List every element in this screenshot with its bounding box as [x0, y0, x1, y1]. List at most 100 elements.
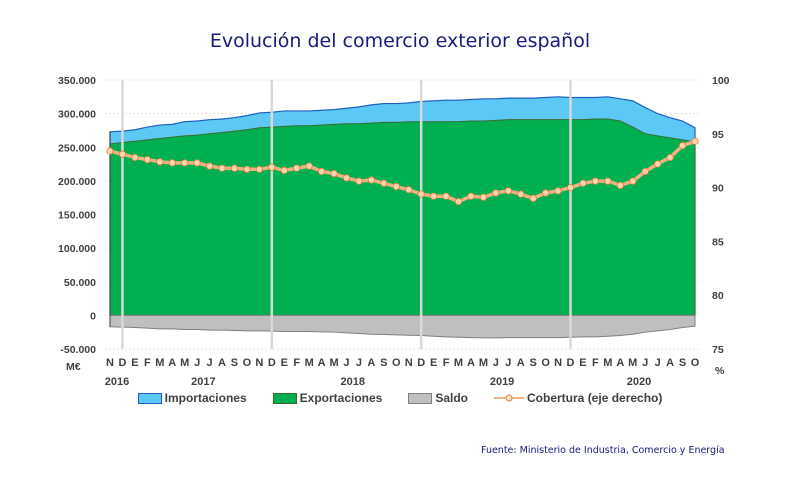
x-axis-month-label: J	[505, 357, 511, 369]
x-axis-month-label: E	[281, 357, 288, 369]
x-axis-month-label: F	[443, 357, 450, 369]
legend-swatch-exportaciones	[272, 392, 297, 404]
x-axis-month-label: E	[131, 357, 138, 369]
x-axis-month-label: M	[479, 357, 488, 369]
cobertura-point	[205, 162, 214, 170]
x-axis-month-label: M	[180, 357, 189, 369]
chart-legend: Importaciones Exportaciones Saldo Cobert…	[0, 391, 800, 405]
x-axis-year-label: 2017	[191, 376, 215, 388]
left-axis-tick-label: 200.000	[58, 176, 96, 188]
cobertura-point	[417, 190, 425, 198]
x-axis-month-label: E	[579, 357, 586, 369]
x-axis-month-label: J	[655, 357, 661, 369]
right-axis-tick-label: 80	[712, 290, 724, 302]
legend-swatch-saldo	[408, 392, 433, 404]
left-axis-tick-label: 300.000	[58, 109, 96, 121]
cobertura-point	[193, 159, 201, 167]
x-axis-month-label: A	[318, 357, 326, 369]
cobertura-point	[268, 163, 276, 171]
x-axis-month-label: M	[603, 357, 612, 369]
cobertura-point	[479, 193, 488, 201]
left-axis-tick-label: 50.000	[64, 277, 96, 289]
cobertura-point	[243, 165, 251, 173]
x-axis-month-label: F	[592, 357, 599, 369]
chart-title: Evolución del comercio exterior español	[209, 30, 591, 52]
cobertura-point	[430, 192, 438, 200]
x-axis-month-label: O	[392, 357, 401, 369]
legend-swatch-importaciones	[137, 392, 162, 404]
x-axis-month-label: A	[367, 357, 375, 369]
x-axis-month-label: O	[691, 357, 700, 369]
cobertura-point	[616, 181, 624, 190]
x-axis-month-label: S	[231, 357, 238, 369]
right-axis-tick-label: 85	[712, 236, 724, 248]
cobertura-point	[604, 177, 612, 185]
cobertura-point	[143, 156, 151, 164]
cobertura-point	[678, 142, 687, 150]
legend-item-saldo: Saldo	[408, 391, 468, 405]
cobertura-point	[106, 147, 114, 155]
x-axis-year-label: 2020	[627, 376, 651, 388]
cobertura-point	[554, 187, 562, 195]
cobertura-point	[380, 179, 388, 187]
cobertura-point	[641, 167, 649, 176]
cobertura-point	[492, 189, 500, 197]
x-axis-month-label: D	[567, 357, 575, 369]
legend-item-cobertura: Cobertura (eje derecho)	[494, 391, 662, 405]
x-axis-year-label: 2019	[490, 376, 514, 388]
x-axis-month-label: S	[679, 357, 686, 369]
x-axis-month-label: J	[493, 357, 499, 369]
cobertura-point	[156, 158, 164, 166]
left-axis-tick-label: 250.000	[58, 142, 96, 154]
cobertura-point	[591, 177, 600, 185]
cobertura-point	[342, 174, 351, 182]
cobertura-point	[566, 184, 575, 192]
cobertura-point	[529, 194, 537, 202]
legend-label: Saldo	[435, 391, 469, 405]
x-axis-month-label: N	[554, 357, 562, 369]
x-axis-month-label: J	[356, 357, 362, 369]
cobertura-point	[691, 137, 699, 145]
right-axis-unit-label: %	[715, 365, 725, 377]
x-axis-month-label: A	[517, 357, 525, 369]
cobertura-point	[467, 192, 475, 200]
x-axis-month-label: E	[430, 357, 437, 369]
left-axis-tick-label: 150.000	[58, 210, 96, 222]
cobertura-point	[330, 170, 338, 178]
cobertura-point	[131, 153, 139, 162]
cobertura-point	[317, 167, 326, 176]
x-axis-year-label: 2016	[105, 376, 129, 388]
cobertura-point	[355, 177, 363, 185]
x-axis-month-label: M	[454, 357, 463, 369]
right-axis-tick-label: 95	[712, 129, 724, 141]
x-axis-month-label: A	[467, 357, 475, 369]
right-axis-tick-label: 100	[712, 75, 730, 87]
x-axis-month-label: N	[255, 357, 263, 369]
x-axis-month-label: M	[305, 357, 314, 369]
cobertura-point	[442, 192, 450, 200]
cobertura-point	[454, 197, 463, 206]
cobertura-point	[293, 164, 301, 172]
legend-swatch-cobertura	[494, 394, 525, 402]
left-axis-tick-label: 350.000	[58, 75, 96, 87]
x-axis-month-label: A	[218, 357, 226, 369]
legend-label: Exportaciones	[299, 391, 383, 405]
x-axis-month-label: J	[194, 357, 200, 369]
left-axis-unit-label: M€	[66, 361, 81, 373]
x-axis-month-label: O	[541, 357, 550, 369]
x-axis-month-label: J	[642, 357, 648, 369]
x-axis-month-label: O	[243, 357, 252, 369]
source-note: Fuente: Ministerio de Industria, Comerci…	[481, 445, 725, 456]
cobertura-point	[579, 179, 587, 187]
cobertura-point	[218, 164, 226, 172]
cobertura-point	[230, 164, 239, 172]
cobertura-point	[542, 189, 550, 197]
x-axis-month-label: A	[616, 357, 624, 369]
legend-label: Importaciones	[164, 391, 247, 405]
x-axis-month-label: S	[380, 357, 387, 369]
x-axis-month-label: A	[168, 357, 176, 369]
x-axis-month-label: M	[628, 357, 637, 369]
x-axis-month-label: A	[666, 357, 674, 369]
x-axis-month-label: F	[293, 357, 300, 369]
legend-item-exportaciones: Exportaciones	[272, 391, 383, 405]
